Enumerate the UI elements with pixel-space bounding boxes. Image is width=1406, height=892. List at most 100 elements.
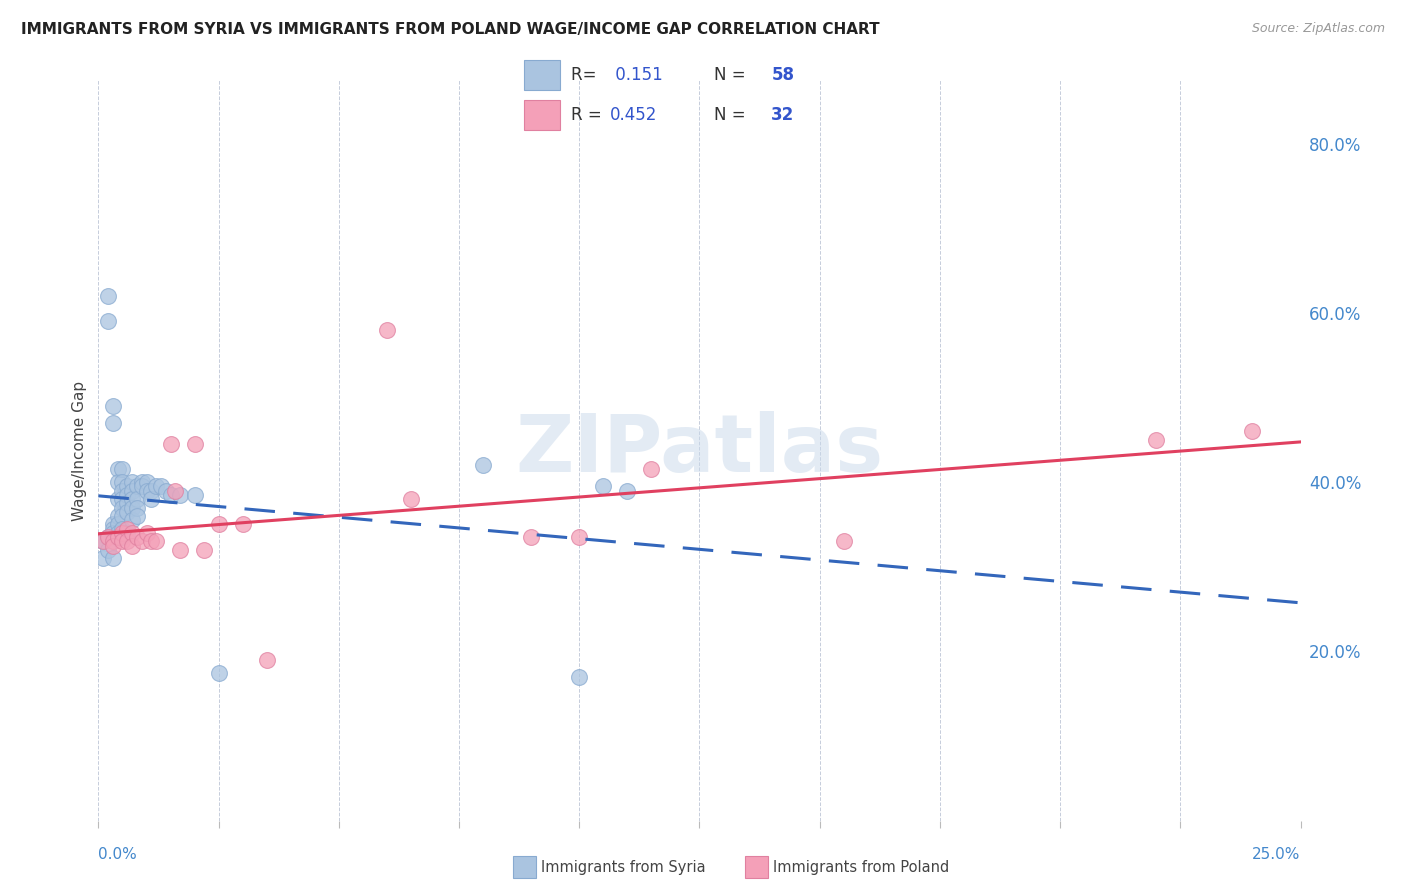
FancyBboxPatch shape — [524, 100, 560, 129]
Point — [91, 551, 114, 566]
Point — [97, 314, 120, 328]
Point — [117, 525, 139, 540]
Text: R =: R = — [571, 105, 606, 124]
Point — [101, 525, 124, 540]
Text: 0.0%: 0.0% — [98, 847, 138, 862]
Point — [183, 488, 205, 502]
Text: Immigrants from Poland: Immigrants from Poland — [773, 860, 949, 874]
Point — [165, 483, 187, 498]
Y-axis label: Wage/Income Gap: Wage/Income Gap — [72, 380, 87, 521]
Point — [145, 479, 167, 493]
Point — [107, 475, 129, 490]
Point — [399, 492, 422, 507]
Point — [208, 665, 231, 680]
Point — [97, 542, 120, 557]
Point — [121, 483, 143, 498]
Point — [159, 488, 181, 502]
Point — [208, 517, 231, 532]
Text: Source: ZipAtlas.com: Source: ZipAtlas.com — [1251, 22, 1385, 36]
Point — [111, 530, 134, 544]
Point — [125, 509, 148, 524]
Point — [111, 525, 134, 540]
Point — [121, 513, 143, 527]
Point — [520, 530, 543, 544]
Point — [111, 475, 134, 490]
Point — [107, 517, 129, 532]
Point — [131, 534, 153, 549]
Text: IMMIGRANTS FROM SYRIA VS IMMIGRANTS FROM POLAND WAGE/INCOME GAP CORRELATION CHAR: IMMIGRANTS FROM SYRIA VS IMMIGRANTS FROM… — [21, 22, 880, 37]
Point — [97, 289, 120, 303]
Text: 0.151: 0.151 — [610, 66, 662, 85]
Point — [111, 462, 134, 476]
Point — [141, 492, 163, 507]
Point — [183, 437, 205, 451]
Point — [135, 525, 157, 540]
Point — [193, 542, 215, 557]
Text: ZIPatlas: ZIPatlas — [516, 411, 883, 490]
Point — [101, 534, 124, 549]
Point — [131, 475, 153, 490]
Point — [91, 534, 114, 549]
Point — [107, 509, 129, 524]
Point — [169, 542, 191, 557]
Text: 0.452: 0.452 — [610, 105, 658, 124]
Point — [101, 399, 124, 413]
Point — [832, 534, 855, 549]
Point — [131, 479, 153, 493]
Point — [117, 496, 139, 510]
Point — [568, 530, 591, 544]
Point — [111, 522, 134, 536]
Point — [117, 479, 139, 493]
Point — [125, 500, 148, 515]
Point — [135, 475, 157, 490]
Point — [111, 492, 134, 507]
Text: N =: N = — [714, 66, 751, 85]
Point — [640, 462, 662, 476]
Point — [232, 517, 254, 532]
Point — [121, 492, 143, 507]
Point — [107, 530, 129, 544]
Point — [1144, 433, 1167, 447]
Point — [107, 462, 129, 476]
Point — [125, 530, 148, 544]
Point — [101, 551, 124, 566]
Point — [169, 488, 191, 502]
Text: 32: 32 — [772, 105, 794, 124]
Text: 58: 58 — [772, 66, 794, 85]
Point — [155, 483, 177, 498]
FancyBboxPatch shape — [524, 61, 560, 90]
Point — [111, 509, 134, 524]
Point — [101, 517, 124, 532]
Point — [616, 483, 638, 498]
Point — [135, 483, 157, 498]
Point — [141, 534, 163, 549]
Point — [149, 479, 172, 493]
Point — [117, 505, 139, 519]
Point — [107, 525, 129, 540]
Text: N =: N = — [714, 105, 751, 124]
Point — [117, 522, 139, 536]
Text: R=: R= — [571, 66, 602, 85]
Point — [111, 500, 134, 515]
Point — [1241, 425, 1264, 439]
Point — [125, 479, 148, 493]
Point — [121, 539, 143, 553]
Point — [159, 437, 181, 451]
Point — [111, 483, 134, 498]
Point — [101, 539, 124, 553]
Point — [91, 534, 114, 549]
Point — [107, 492, 129, 507]
Point — [97, 530, 120, 544]
Text: 25.0%: 25.0% — [1253, 847, 1301, 862]
Point — [101, 416, 124, 430]
Point — [121, 500, 143, 515]
Point — [117, 488, 139, 502]
Point — [256, 653, 278, 667]
Point — [121, 475, 143, 490]
Point — [592, 479, 614, 493]
Point — [101, 522, 124, 536]
Point — [125, 492, 148, 507]
Text: Immigrants from Syria: Immigrants from Syria — [541, 860, 706, 874]
Point — [472, 458, 495, 473]
Point — [375, 323, 398, 337]
